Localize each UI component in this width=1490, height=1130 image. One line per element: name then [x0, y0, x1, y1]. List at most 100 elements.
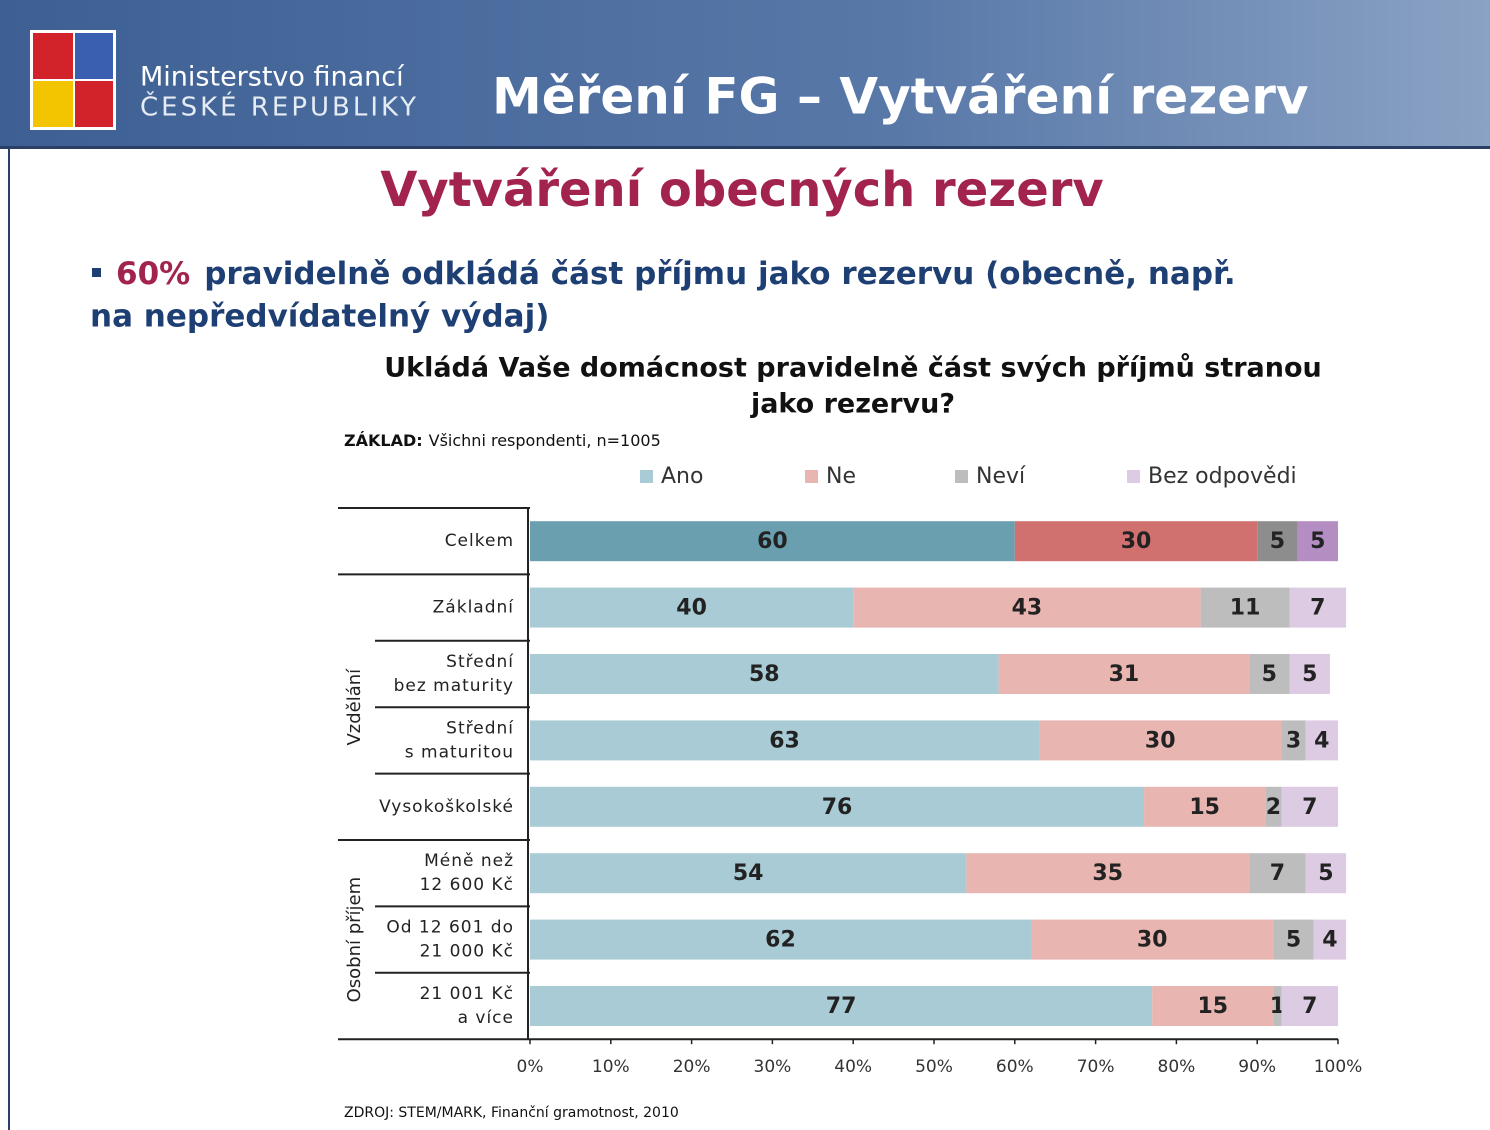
bar-segment [1273, 919, 1314, 960]
bar-segment [1200, 587, 1290, 628]
value-label: 30 [1121, 529, 1152, 554]
category-label: Celkem [445, 531, 514, 551]
bar-segment [1305, 720, 1338, 761]
value-label: 40 [676, 596, 707, 621]
value-label: 4 [1314, 728, 1329, 753]
bar-segment [530, 720, 1040, 761]
category-label: 21 000 Kč [420, 942, 514, 962]
bar-segment [530, 654, 999, 694]
value-label: 1 [1270, 994, 1285, 1019]
base-text: Všichni respondenti, n=1005 [429, 431, 661, 450]
legend-swatch [955, 470, 968, 483]
bar-segment [1289, 654, 1330, 694]
value-label: 5 [1270, 529, 1285, 554]
bar-segment [853, 587, 1201, 628]
value-label: 5 [1310, 529, 1325, 554]
x-tick-label: 60% [996, 1057, 1034, 1077]
category-label: Základní [433, 598, 515, 618]
bar-segment [1265, 786, 1282, 827]
bar-segment [530, 786, 1145, 827]
bar-segment [1030, 919, 1274, 960]
bar-segment [1152, 986, 1274, 1026]
category-label: s maturitou [405, 742, 514, 762]
bar-segment [1014, 521, 1258, 562]
x-tick-label: 90% [1238, 1057, 1276, 1077]
value-label: 35 [1092, 861, 1123, 886]
bar-segment [998, 654, 1250, 694]
bullet-line: na nepředvídatelný výdaj) [90, 299, 549, 335]
bullet-highlight: 60% [116, 256, 190, 292]
category-label: a více [458, 1008, 514, 1028]
legend-swatch [1127, 470, 1140, 483]
value-label: 15 [1189, 795, 1220, 820]
chart-title: jako rezervu? [750, 389, 955, 420]
x-tick-label: 50% [915, 1057, 953, 1077]
bar-segment [1281, 786, 1338, 827]
bar-segment [1144, 786, 1266, 827]
x-tick-label: 20% [673, 1057, 711, 1077]
category-label: Vysokoškolské [379, 797, 514, 817]
group-label: Osobní příjem [344, 877, 365, 1003]
legend-label: Ne [826, 464, 856, 489]
value-label: 76 [822, 795, 853, 820]
bar-segment [1249, 853, 1306, 894]
x-tick-label: 80% [1158, 1057, 1196, 1077]
bar-segment [1313, 919, 1347, 960]
category-label: bez maturity [394, 676, 514, 696]
bullet-text: 60% pravidelně odkládá část příjmu jako r… [116, 256, 1236, 292]
value-label: 5 [1318, 861, 1333, 886]
bar-segment [1305, 853, 1347, 894]
bar-segment [1297, 521, 1338, 562]
value-label: 5 [1286, 928, 1301, 953]
bar-segment [530, 919, 1031, 960]
value-label: 7 [1302, 994, 1317, 1019]
ministry-country: ČESKÉ REPUBLIKY [140, 91, 419, 123]
value-label: 43 [1012, 596, 1043, 621]
value-label: 77 [826, 994, 857, 1019]
category-label: Střední [446, 718, 514, 738]
value-label: 63 [769, 728, 800, 753]
header-band [0, 0, 1490, 146]
header-title: Měření FG – Vytváření rezerv [492, 68, 1308, 126]
value-label: 30 [1137, 928, 1168, 953]
bar-segment [1281, 720, 1306, 761]
legend-label: Bez odpovědi [1148, 464, 1297, 489]
legend-swatch [640, 470, 653, 483]
value-label: 15 [1197, 994, 1228, 1019]
bar-segment [530, 986, 1153, 1026]
legend-label: Neví [976, 464, 1026, 489]
chart-title: Ukládá Vaše domácnost pravidelně část sv… [384, 353, 1322, 384]
x-tick-label: 70% [1077, 1057, 1115, 1077]
bullet-mark [92, 268, 101, 277]
bar-segment [530, 853, 967, 894]
slide-border [8, 149, 10, 1130]
value-label: 2 [1266, 795, 1281, 820]
value-label: 31 [1109, 662, 1140, 687]
category-label: 21 001 Kč [420, 984, 514, 1004]
category-label: Střední [446, 652, 514, 672]
source: ZDROJ: STEM/MARK, Finanční gramotnost, 2… [344, 1105, 679, 1121]
value-label: 3 [1286, 728, 1301, 753]
bar-segment [1257, 521, 1298, 562]
bar-segment [530, 587, 854, 628]
value-label: 54 [733, 861, 764, 886]
legend-label: Ano [661, 464, 703, 489]
value-label: 4 [1322, 928, 1337, 953]
header-rule [0, 146, 1490, 149]
category-label: 12 600 Kč [420, 875, 514, 895]
bar-segment [1249, 654, 1290, 694]
bullet-line: pravidelně odkládá část příjmu jako reze… [204, 256, 1235, 292]
x-tick-label: 30% [754, 1057, 792, 1077]
value-label: 7 [1310, 596, 1325, 621]
bar-segment [530, 521, 1015, 562]
base-label: ZÁKLAD: [344, 431, 423, 450]
x-tick-label: 40% [834, 1057, 872, 1077]
value-label: 5 [1302, 662, 1317, 687]
value-label: 62 [765, 928, 796, 953]
bar-segment [966, 853, 1250, 894]
bar-segment [1289, 587, 1347, 628]
value-label: 11 [1230, 596, 1261, 621]
slide-title: Vytváření obecných rezerv [380, 162, 1103, 218]
